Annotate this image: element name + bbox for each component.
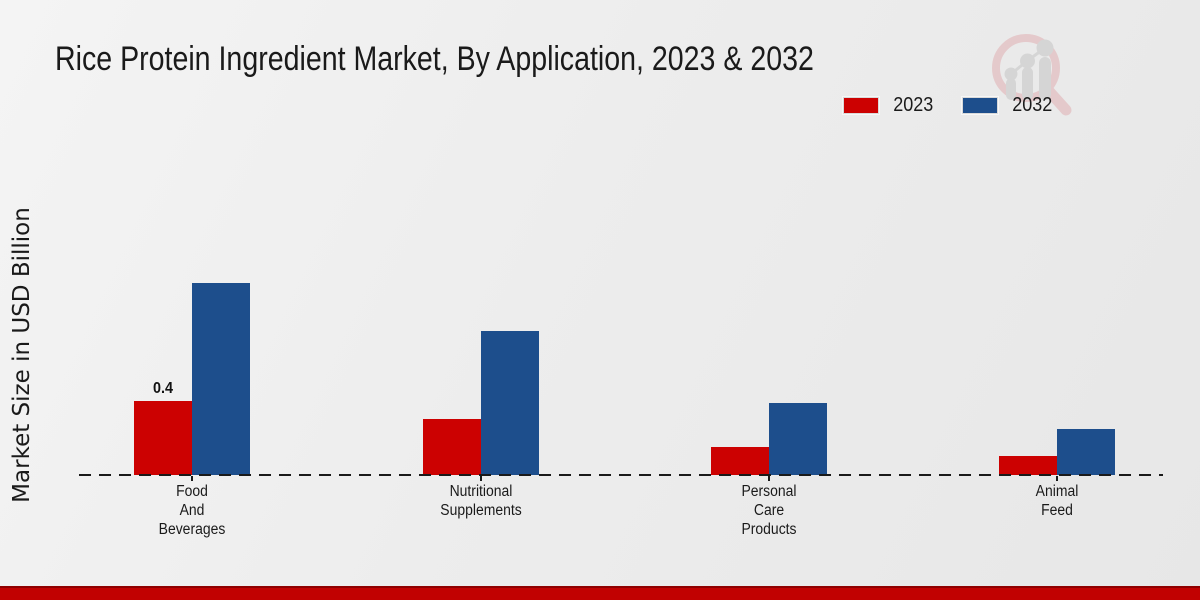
category-label-animal-feed: Animal Feed — [1035, 483, 1079, 519]
x-axis-tick — [480, 476, 482, 481]
bar-2032-personal-care-products[interactable] — [769, 403, 827, 475]
brand-logo — [982, 26, 1082, 123]
bar-2032-food-and-beverages[interactable] — [192, 283, 250, 475]
legend-swatch-2023 — [843, 97, 879, 114]
y-axis-label: Market Size in USD Billion — [9, 207, 35, 503]
legend-label-2023: 2023 — [893, 94, 934, 116]
x-axis-tick — [1056, 476, 1058, 481]
bar-2032-nutritional-supplements[interactable] — [481, 331, 539, 475]
bar-2032-animal-feed[interactable] — [1057, 429, 1115, 475]
legend-item-2032[interactable]: 2032 — [961, 94, 1055, 117]
bar-2023-animal-feed[interactable] — [999, 456, 1057, 475]
bar-2023-nutritional-supplements[interactable] — [423, 419, 481, 475]
x-axis-tick — [768, 476, 770, 481]
category-label-nutritional-supplements: Nutritional Supplements — [440, 483, 522, 519]
x-axis-tick — [191, 476, 193, 481]
bar-2023-personal-care-products[interactable] — [711, 447, 769, 475]
x-axis-line — [79, 474, 1163, 476]
bar-2023-food-and-beverages[interactable] — [134, 401, 192, 475]
chart-title: Rice Protein Ingredient Market, By Appli… — [55, 40, 814, 78]
legend-swatch-2032 — [961, 97, 998, 114]
legend-label-2032: 2032 — [1011, 94, 1052, 116]
category-label-personal-care-products: Personal Care Products — [741, 483, 797, 538]
magnifier-chart-logo-icon — [992, 34, 1072, 116]
legend-item-2023[interactable]: 2023 — [843, 94, 936, 117]
footer-accent-bar — [0, 586, 1200, 600]
bar-value-label: 0.4 — [152, 380, 174, 397]
legend: 2023 2032 — [843, 94, 1054, 117]
category-label-food-and-beverages: Food And Beverages — [158, 483, 226, 538]
